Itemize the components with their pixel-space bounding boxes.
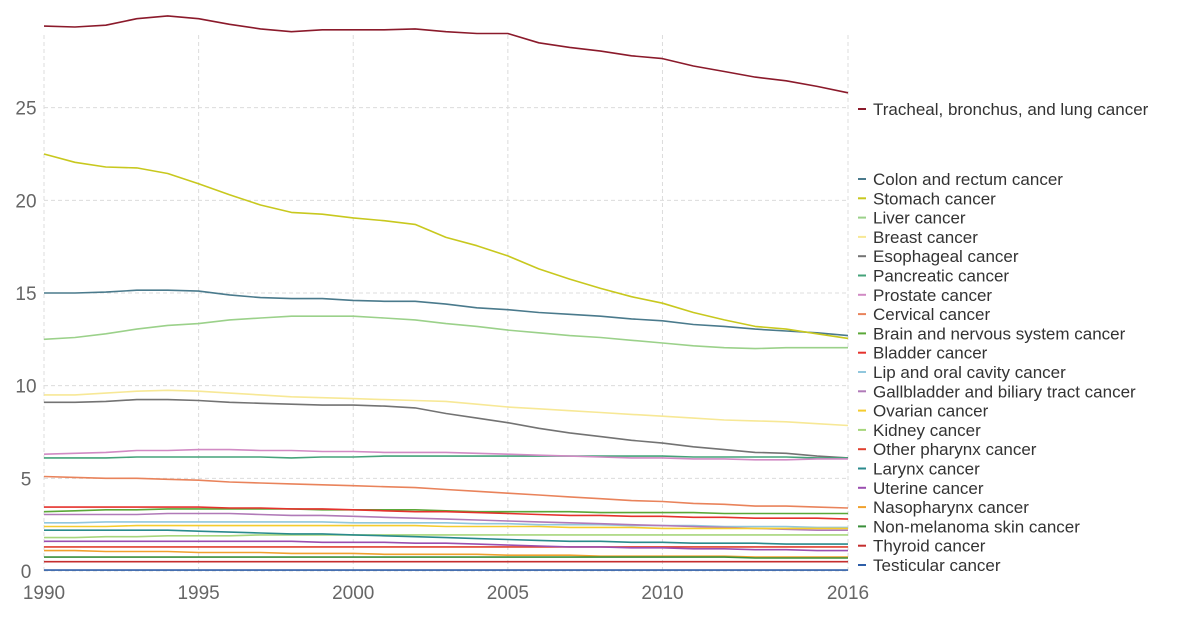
legend-label-gallbladder-and-biliary-tract-cancer: Gallbladder and biliary tract cancer (873, 382, 1136, 401)
x-tick-label-2010: 2010 (641, 583, 683, 604)
gridlines (43, 35, 849, 572)
series-line-larynx-cancer (44, 529, 848, 545)
legend-label-breast-cancer: Breast cancer (873, 228, 978, 247)
legend-label-tracheal-bronchus-and-lung-cancer: Tracheal, bronchus, and lung cancer (873, 100, 1149, 119)
y-tick-label-0: 0 (21, 562, 32, 583)
series-line-brain-and-nervous-system-cancer (43, 508, 848, 515)
series-line-tracheal-bronchus-and-lung-cancer (43, 15, 849, 94)
series-line-lip-and-oral-cavity-cancer (44, 521, 848, 529)
legend-label-non-melanoma-skin-cancer: Non-melanoma skin cancer (873, 517, 1080, 536)
legend-label-uterine-cancer: Uterine cancer (873, 479, 984, 498)
series-line-breast-cancer (44, 389, 849, 427)
y-tick-label-25: 25 (15, 99, 36, 120)
series-line-esophageal-cancer (44, 398, 849, 459)
series-line-nasopharynx-cancer (44, 549, 848, 558)
legend-label-thyroid-cancer: Thyroid cancer (873, 537, 986, 556)
legend-label-prostate-cancer: Prostate cancer (873, 286, 992, 305)
x-tick-label-1990: 1990 (23, 583, 65, 604)
series-line-colon-and-rectum-cancer (44, 289, 849, 337)
y-tick-label-15: 15 (15, 284, 36, 305)
legend-label-nasopharynx-cancer: Nasopharynx cancer (873, 498, 1029, 517)
series-line-uterine-cancer (44, 540, 848, 552)
series-line-kidney-cancer (44, 534, 848, 539)
legend-label-brain-and-nervous-system-cancer: Brain and nervous system cancer (873, 324, 1126, 343)
series-line-gallbladder-and-biliary-tract-cancer (44, 512, 848, 532)
series-lines (43, 15, 849, 571)
legend-label-esophageal-cancer: Esophageal cancer (873, 247, 1019, 266)
legend: Tracheal, bronchus, and lung cancer Colon… (858, 100, 1149, 575)
x-tick-label-2005: 2005 (487, 583, 529, 604)
y-tick-label-10: 10 (15, 377, 36, 398)
x-tick-label-1995: 1995 (177, 583, 219, 604)
x-tick-label-2016: 2016 (827, 583, 869, 604)
series-line-ovarian-cancer (44, 524, 848, 530)
series-line-cervical-cancer (43, 475, 849, 509)
legend-label-lip-and-oral-cavity-cancer: Lip and oral cavity cancer (873, 363, 1066, 382)
legend-label-pancreatic-cancer: Pancreatic cancer (873, 267, 1009, 286)
series-line-liver-cancer (43, 315, 848, 350)
axis-tick-labels: 0 5 10 15 20 25 1990 1995 2000 2005 2010 2016 (15, 99, 869, 604)
legend-label-colon-and-rectum-cancer: Colon and rectum cancer (873, 170, 1063, 189)
legend-label-ovarian-cancer: Ovarian cancer (873, 402, 989, 421)
series-line-stomach-cancer (43, 153, 849, 340)
y-tick-label-20: 20 (15, 191, 36, 212)
legend-label-bladder-cancer: Bladder cancer (873, 344, 988, 363)
legend-label-kidney-cancer: Kidney cancer (873, 421, 981, 440)
x-tick-label-2000: 2000 (332, 583, 374, 604)
legend-label-cervical-cancer: Cervical cancer (873, 305, 990, 324)
y-tick-label-5: 5 (21, 469, 32, 490)
legend-label-larynx-cancer: Larynx cancer (873, 460, 980, 479)
legend-label-other-pharynx-cancer: Other pharynx cancer (873, 440, 1037, 459)
legend-label-testicular-cancer: Testicular cancer (873, 556, 1001, 575)
legend-label-stomach-cancer: Stomach cancer (873, 189, 996, 208)
legend-label-liver-cancer: Liver cancer (873, 209, 966, 228)
series-line-prostate-cancer (43, 448, 848, 461)
series-line-pancreatic-cancer (44, 455, 848, 459)
series-line-bladder-cancer (44, 506, 849, 520)
series-line-non-melanoma-skin-cancer (44, 556, 848, 559)
